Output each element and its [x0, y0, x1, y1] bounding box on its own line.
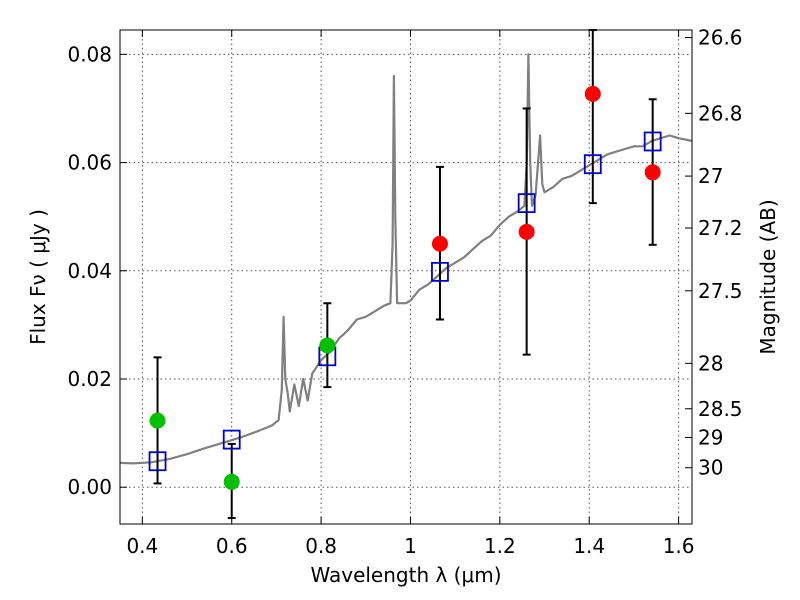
- model-flux-square: [431, 261, 449, 282]
- observed-flux-point: [223, 473, 240, 490]
- x-tick-label: 1.6: [663, 534, 695, 558]
- model-flux-square: [517, 193, 536, 214]
- right-tick-label: 28.5: [698, 397, 743, 421]
- x-tick-label: 1.2: [484, 534, 516, 558]
- model-flux-square: [643, 131, 662, 152]
- axis-ticks: [120, 30, 692, 524]
- x-tick-label: 1: [404, 534, 417, 558]
- x-tick-label: 0.6: [216, 534, 248, 558]
- right-tick-label: 26.8: [698, 101, 743, 125]
- right-axis-label: Magnitude (AB): [756, 199, 780, 354]
- data-markers: [148, 85, 662, 490]
- model-flux-square: [222, 429, 241, 450]
- observed-flux-point: [149, 412, 166, 429]
- y-axis-label: Flux Fν ( μJy ): [26, 209, 50, 345]
- tick-labels: 0.4 0.6 0.8 1 1.2 1.4 1.6 0.00 0.02 0.04 0.06 0.08 2…: [67, 26, 742, 558]
- observed-flux-point: [644, 164, 661, 181]
- x-tick-label: 0.8: [305, 534, 337, 558]
- right-tick-label: 27.5: [698, 279, 743, 303]
- right-tick-label: 28: [698, 351, 723, 375]
- right-tick-label: 30: [698, 456, 723, 480]
- grid: [120, 30, 692, 524]
- model-flux-square: [148, 451, 167, 472]
- x-axis-label: Wavelength λ (μm): [310, 563, 501, 587]
- y-tick-label: 0.08: [67, 42, 112, 66]
- model-spectrum: [120, 53, 692, 465]
- right-tick-label: 26.6: [698, 26, 743, 50]
- observed-flux-point: [431, 235, 448, 252]
- x-tick-label: 0.4: [126, 534, 158, 558]
- spectrum-line: [120, 53, 692, 465]
- y-tick-label: 0.00: [67, 475, 112, 499]
- y-tick-label: 0.02: [67, 367, 112, 391]
- observed-flux-point: [319, 337, 336, 354]
- observed-flux-point: [518, 223, 535, 240]
- right-tick-label: 27.2: [698, 216, 743, 240]
- plot-frame: [119, 29, 693, 525]
- x-tick-label: 1.4: [573, 534, 605, 558]
- error-bars: [153, 29, 657, 520]
- right-tick-label: 29: [698, 425, 723, 449]
- y-tick-label: 0.04: [67, 259, 112, 283]
- y-tick-label: 0.06: [67, 151, 112, 175]
- right-tick-label: 27: [698, 164, 723, 188]
- model-flux-square: [583, 154, 602, 175]
- observed-flux-point: [584, 85, 601, 102]
